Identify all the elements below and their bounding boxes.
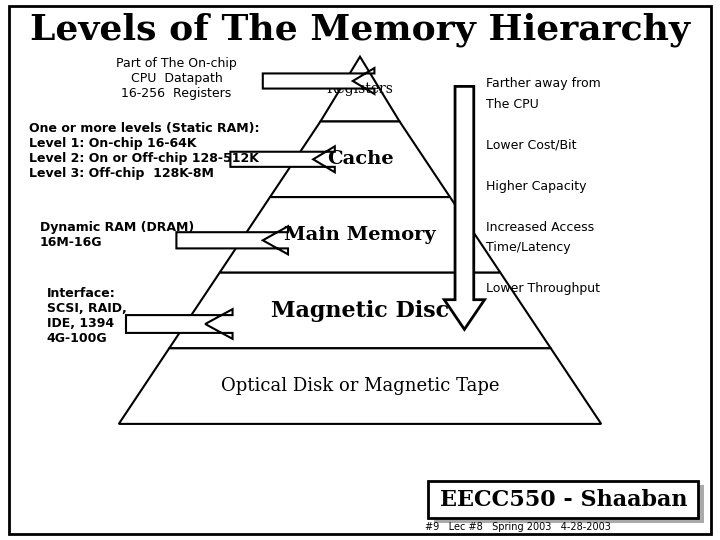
Text: Higher Capacity: Higher Capacity bbox=[486, 180, 587, 193]
Text: EECC550 - Shaaban: EECC550 - Shaaban bbox=[440, 489, 688, 510]
Text: Lower Throughput: Lower Throughput bbox=[486, 282, 600, 295]
Text: Levels of The Memory Hierarchy: Levels of The Memory Hierarchy bbox=[30, 12, 690, 47]
Text: Registers: Registers bbox=[327, 82, 393, 96]
Polygon shape bbox=[126, 309, 233, 339]
Text: Main Memory: Main Memory bbox=[284, 226, 436, 244]
Text: Magnetic Disc: Magnetic Disc bbox=[271, 300, 449, 321]
Text: #9   Lec #8   Spring 2003   4-28-2003: #9 Lec #8 Spring 2003 4-28-2003 bbox=[426, 522, 611, 531]
Polygon shape bbox=[169, 273, 551, 348]
Text: Interface:
SCSI, RAID,
IDE, 1394
4G-100G: Interface: SCSI, RAID, IDE, 1394 4G-100G bbox=[47, 287, 127, 345]
Text: Lower Cost/Bit: Lower Cost/Bit bbox=[486, 139, 577, 152]
Text: Optical Disk or Magnetic Tape: Optical Disk or Magnetic Tape bbox=[221, 377, 499, 395]
Bar bbox=[428, 481, 698, 518]
Text: Part of The On-chip
CPU  Datapath
16-256  Registers: Part of The On-chip CPU Datapath 16-256 … bbox=[116, 57, 237, 100]
Text: Dynamic RAM (DRAM)
16M-16G: Dynamic RAM (DRAM) 16M-16G bbox=[40, 221, 194, 249]
Polygon shape bbox=[263, 68, 374, 94]
Text: Increased Access: Increased Access bbox=[486, 221, 594, 234]
Polygon shape bbox=[320, 57, 400, 122]
Polygon shape bbox=[176, 226, 288, 254]
Text: One or more levels (Static RAM):
Level 1: On-chip 16-64K
Level 2: On or Off-chip: One or more levels (Static RAM): Level 1… bbox=[29, 122, 259, 180]
Polygon shape bbox=[119, 348, 601, 424]
Text: The CPU: The CPU bbox=[486, 98, 539, 111]
Polygon shape bbox=[444, 86, 485, 329]
Text: Cache: Cache bbox=[327, 150, 393, 168]
Polygon shape bbox=[270, 122, 450, 197]
Text: Time/Latency: Time/Latency bbox=[486, 241, 571, 254]
Text: Farther away from: Farther away from bbox=[486, 77, 600, 90]
Polygon shape bbox=[230, 146, 335, 172]
Bar bbox=[434, 485, 704, 523]
Polygon shape bbox=[220, 197, 500, 273]
